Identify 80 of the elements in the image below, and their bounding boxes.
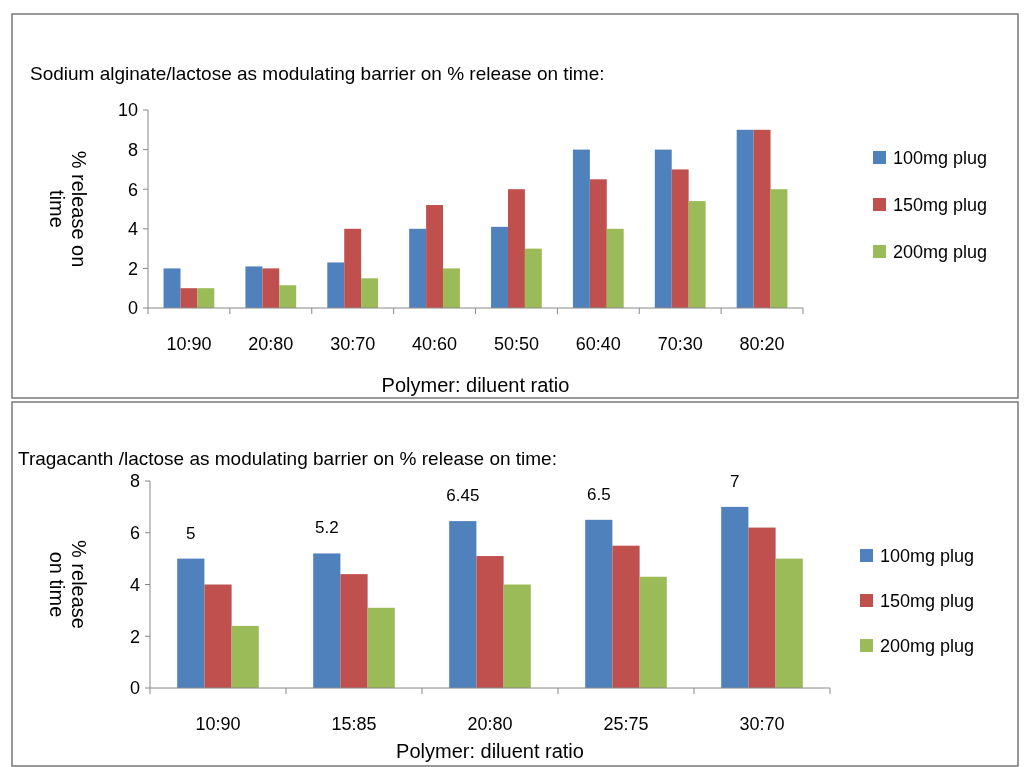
bar [361, 278, 379, 308]
data-label: 5 [186, 523, 196, 543]
bar [197, 288, 215, 308]
bar [204, 584, 232, 688]
bar [313, 553, 341, 688]
bar [177, 558, 205, 688]
x-tick-label: 30:70 [739, 714, 785, 734]
bar [449, 521, 477, 688]
legend-label: 150mg plug [880, 591, 975, 612]
bar [770, 189, 788, 308]
legend-label: 200mg plug [880, 636, 975, 657]
y-tick-label: 10 [117, 100, 138, 121]
x-tick-label: 30:70 [330, 334, 376, 354]
legend-label: 100mg plug [893, 148, 988, 169]
y-axis-title: % release on time [46, 150, 90, 268]
y-tick-label: 8 [127, 139, 138, 160]
bar [748, 527, 776, 688]
bar [753, 129, 771, 308]
x-tick-label: 50:50 [493, 334, 539, 354]
bar [180, 288, 198, 308]
bar [507, 189, 525, 308]
bar [775, 558, 803, 688]
y-tick-label: 2 [129, 626, 140, 647]
x-tick-label: 15:85 [331, 714, 377, 734]
bar [639, 576, 667, 688]
data-label: 6.5 [586, 484, 611, 504]
bar [367, 607, 395, 688]
bar [688, 201, 706, 308]
bar [443, 268, 460, 308]
y-tick-label: 0 [127, 298, 138, 319]
y-tick-label: 2 [127, 258, 138, 279]
bar [262, 268, 280, 308]
x-tick-label: 10:90 [195, 714, 241, 734]
data-label: 5.2 [314, 518, 339, 538]
y-tick-label: 6 [127, 179, 138, 200]
y-tick-label: 0 [129, 678, 140, 699]
bar [231, 625, 259, 688]
legend-label: 150mg plug [893, 195, 988, 216]
bar [736, 129, 754, 308]
bar [163, 268, 181, 308]
bar [245, 266, 263, 308]
bar [671, 169, 689, 308]
x-tick-label: 20:80 [248, 334, 294, 354]
chart-title: Sodium alginate/lactose as modulating barrier on % release on time: [30, 63, 605, 84]
bar [476, 556, 504, 688]
x-tick-label: 40:60 [412, 334, 458, 354]
bar [612, 545, 640, 688]
bar [524, 248, 542, 308]
bar [340, 574, 368, 688]
bar [491, 226, 508, 308]
x-axis-title: Polymer: diluent ratio [381, 374, 570, 396]
x-tick-label: 25:75 [603, 714, 649, 734]
x-tick-label: 60:40 [575, 334, 621, 354]
y-tick-label: 8 [129, 471, 140, 492]
data-label: 6.45 [446, 486, 480, 506]
bar [279, 285, 297, 308]
y-tick-label: 4 [127, 219, 138, 240]
bar [589, 179, 607, 308]
y-axis-title: % release on time [46, 540, 90, 629]
chart-title: Tragacanth /lactose as modulating barrier on % release on time: [18, 448, 557, 469]
bar [409, 228, 427, 308]
bar [654, 149, 672, 308]
data-label: 7 [730, 471, 740, 491]
x-axis-title: Polymer: diluent ratio [396, 740, 584, 762]
bar [426, 205, 444, 308]
legend-label: 100mg plug [880, 546, 975, 567]
bar [327, 262, 345, 308]
legend-label: 200mg plug [893, 242, 988, 263]
bar [572, 149, 590, 308]
bar [721, 506, 749, 688]
x-tick-label: 80:20 [739, 334, 785, 354]
bar [585, 519, 613, 688]
bar [344, 228, 362, 308]
x-tick-label: 70:30 [657, 334, 703, 354]
y-tick-label: 4 [129, 574, 140, 595]
y-tick-label: 6 [129, 523, 140, 544]
bar [606, 228, 624, 308]
x-tick-label: 10:90 [166, 334, 212, 354]
bar [503, 584, 531, 688]
x-tick-label: 20:80 [467, 714, 513, 734]
